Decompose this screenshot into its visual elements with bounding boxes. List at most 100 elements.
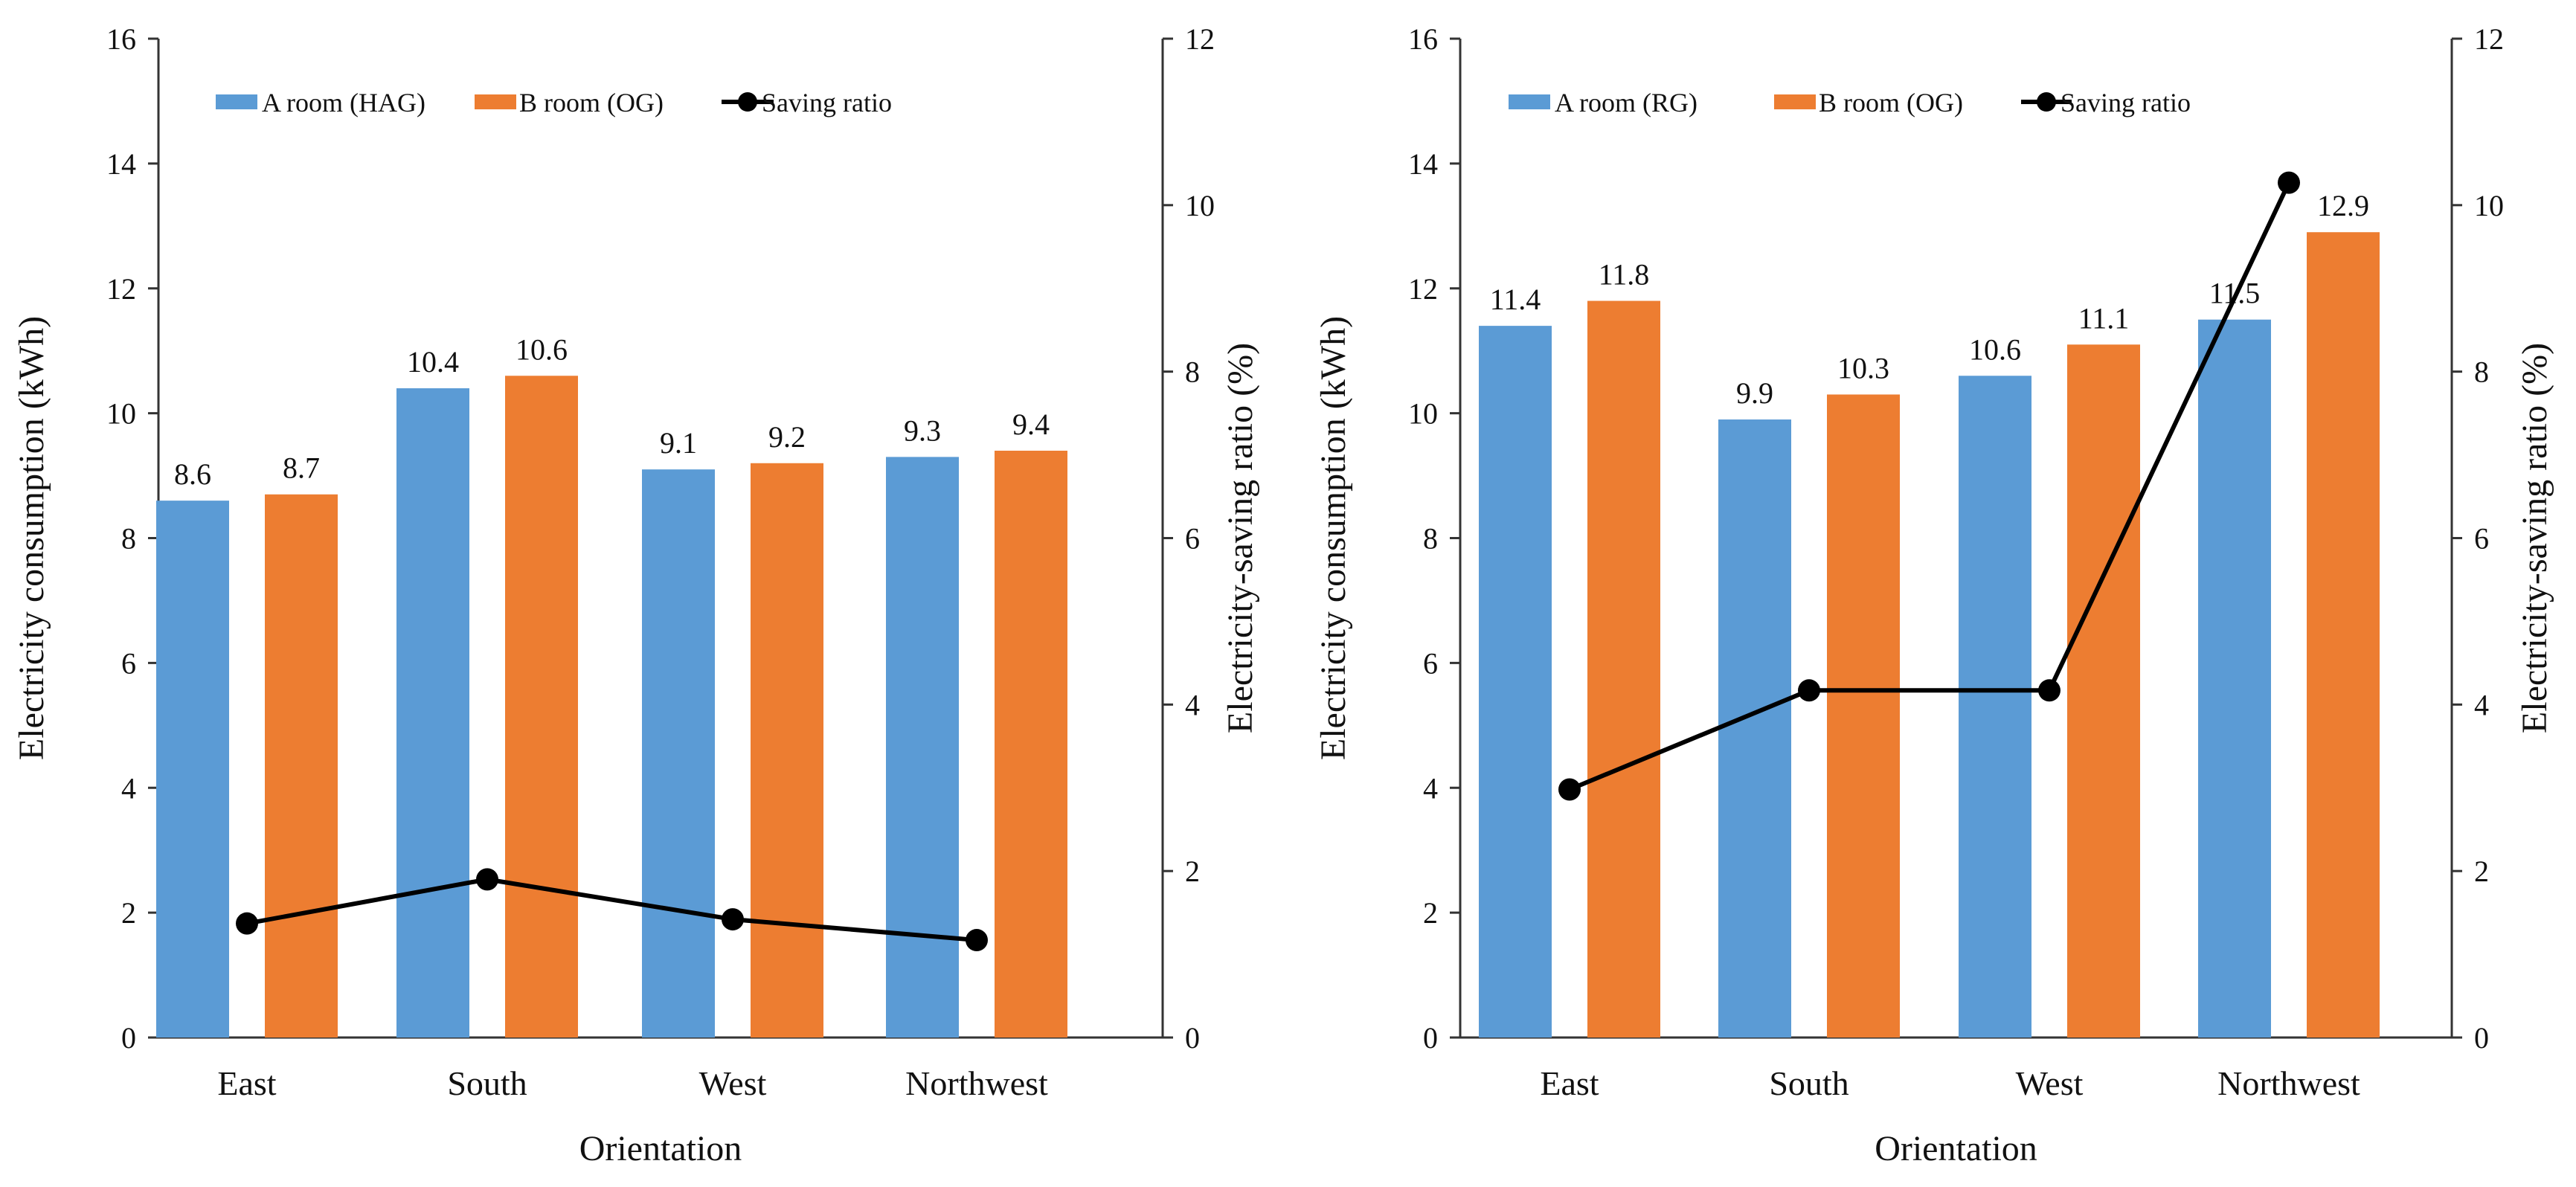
legend-swatch [1774,94,1816,109]
y2-tick-label: 4 [2474,688,2489,721]
x-category-label: West [2016,1064,2084,1102]
bar-data-label: 9.3 [904,414,941,447]
bar-a-room [1718,419,1791,1038]
bar-data-label: 10.6 [1969,332,2021,366]
y2-tick-label: 4 [1185,688,1200,721]
x-category-label: West [699,1064,767,1102]
legend-label: A room (RG) [1555,88,1697,118]
y-tick-label: 2 [1423,896,1438,930]
bar-b-room [2307,232,2380,1038]
y2-tick-label: 0 [2474,1021,2489,1055]
y-tick-label: 8 [121,522,136,556]
x-category-label: Northwest [2217,1064,2360,1102]
bar-data-label: 9.1 [660,426,697,460]
chart-panel-2: 024681012141602468101211.49.910.611.511.… [1314,22,2554,1168]
bar-data-label: 9.9 [1736,376,1773,410]
y-tick-label: 6 [1423,646,1438,680]
bar-a-room [1479,326,1552,1038]
y-axis-title: Electricity consumption (kWh) [12,316,51,760]
y-tick-label: 6 [121,646,136,680]
x-axis-title: Orientation [1875,1129,2037,1168]
bar-a-room [642,469,715,1038]
y2-tick-label: 10 [2474,189,2504,222]
bar-a-room [1959,376,2031,1038]
bar-data-label: 9.2 [768,420,806,454]
x-category-label: South [447,1064,527,1102]
x-category-label: East [217,1064,276,1102]
bar-a-room [396,388,469,1038]
bar-data-label: 8.6 [174,457,211,491]
saving-ratio-point [1558,778,1581,801]
legend: A room (RG) B room (OG) Saving ratio [1509,88,2191,118]
x-axis-title: Orientation [579,1129,742,1168]
bar-data-label: 9.4 [1012,408,1050,441]
bar-b-room [1827,394,1900,1038]
legend-label: Saving ratio [762,88,892,118]
y-axis-title: Electricity consumption (kWh) [1314,316,1353,760]
bar-b-room [505,376,578,1038]
saving-ratio-point [236,912,258,935]
x-category-label: South [1769,1064,1849,1102]
bar-data-label: 8.7 [283,451,320,485]
y-tick-label: 4 [121,771,136,805]
y2-tick-label: 2 [1185,855,1200,888]
legend-swatch [216,94,257,109]
bar-data-label: 11.8 [1599,258,1650,292]
y-tick-label: 0 [1423,1021,1438,1055]
y2-tick-label: 12 [1185,22,1215,56]
y-tick-label: 16 [1408,22,1438,56]
y2-axis-title: Electricity-saving ratio (%) [1221,343,1260,733]
legend-label: B room (OG) [519,88,664,118]
saving-ratio-line [246,877,977,943]
legend-swatch [1509,94,1550,109]
y2-tick-label: 0 [1185,1021,1200,1055]
bar-data-label: 10.6 [515,332,568,366]
y-tick-label: 0 [121,1021,136,1055]
x-category-label: Northwest [905,1064,1048,1102]
y-tick-label: 14 [1408,147,1438,181]
y-tick-label: 14 [106,147,136,181]
legend-marker [2037,92,2056,112]
y2-tick-label: 10 [1185,189,1215,222]
y-tick-label: 16 [106,22,136,56]
y2-tick-label: 2 [2474,855,2489,888]
saving-ratio-line [1568,181,2291,792]
bar-data-label: 10.3 [1837,351,1889,385]
bar-data-label: 10.4 [407,345,459,379]
y-tick-label: 8 [1423,522,1438,556]
y-tick-label: 10 [1408,397,1438,431]
y-tick-label: 4 [1423,771,1438,805]
y2-tick-label: 8 [2474,356,2489,389]
saving-ratio-point [722,908,744,931]
legend-label: Saving ratio [2061,88,2191,118]
saving-ratio-point [1798,679,1820,702]
legend-marker [738,92,757,112]
bar-b-room [751,463,823,1038]
bar-b-room [265,494,338,1038]
saving-ratio-point [966,929,988,952]
saving-ratio-point [476,868,498,891]
legend: A room (HAG) B room (OG) Saving ratio [216,88,892,118]
saving-ratio-point [2278,171,2300,194]
bar-data-label: 12.9 [2317,189,2369,222]
y2-tick-label: 6 [2474,522,2489,556]
y-tick-label: 10 [106,397,136,431]
bar-a-room [886,457,959,1038]
bar-a-room [156,501,229,1038]
bar-data-label: 11.4 [1490,283,1541,316]
legend-label: B room (OG) [1819,88,1963,118]
y2-tick-label: 12 [2474,22,2504,56]
y2-tick-label: 8 [1185,356,1200,389]
chart-panel-1: 0 2 4 6 8 10 12 14 16 0 2 4 6 8 10 12 8.6 10.4 9.1 9.3 8.7 10… [12,22,1260,1168]
x-category-label: East [1540,1064,1599,1102]
y2-tick-label: 6 [1185,522,1200,556]
bar-data-label: 11.1 [2078,301,2130,335]
y-tick-label: 12 [106,272,136,306]
legend-swatch [475,94,516,109]
y2-axis-title: Electricity-saving ratio (%) [2515,343,2554,733]
y-tick-label: 2 [121,896,136,930]
bar-b-room [2067,344,2140,1038]
legend-label: A room (HAG) [262,88,425,118]
bar-a-room [2198,319,2271,1038]
